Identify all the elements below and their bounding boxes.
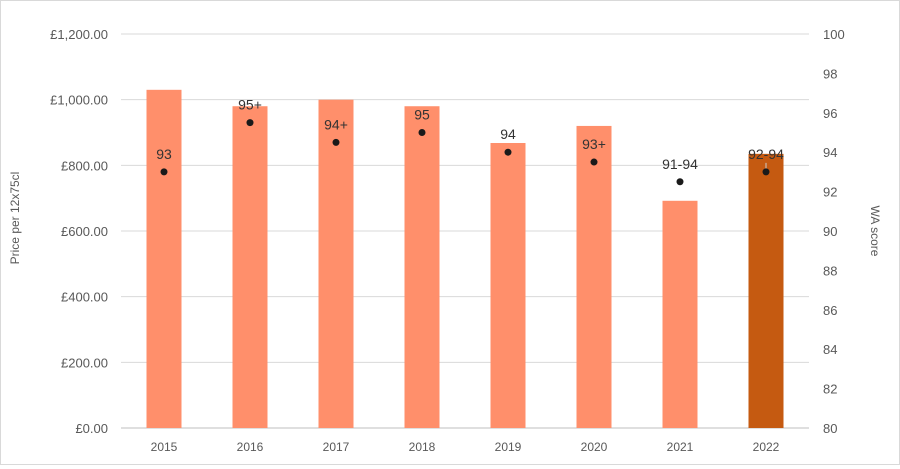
right-tick-label: 82 — [823, 382, 837, 397]
left-tick-label: £800.00 — [61, 158, 108, 173]
price-bars — [146, 89, 784, 429]
x-axis-ticks: 2015 2016 2017 2018 2019 2020 2021 2022 — [151, 440, 780, 454]
right-tick-label: 96 — [823, 106, 837, 121]
left-tick-label: £600.00 — [61, 224, 108, 239]
x-tick-label: 2016 — [237, 440, 264, 454]
left-tick-label: £200.00 — [61, 355, 108, 370]
score-point — [504, 148, 512, 156]
left-tick-label: £400.00 — [61, 290, 108, 305]
y2-axis-title: WA score — [868, 206, 882, 257]
right-tick-label: 100 — [823, 27, 845, 42]
bar-2015 — [146, 89, 182, 429]
right-tick-label: 84 — [823, 342, 837, 357]
bar-2016 — [232, 106, 268, 428]
x-tick-label: 2022 — [753, 440, 780, 454]
score-label: 94+ — [324, 116, 348, 132]
right-tick-label: 90 — [823, 224, 837, 239]
score-point — [246, 119, 254, 127]
score-point — [590, 158, 598, 166]
bar-2022 — [748, 153, 784, 428]
bar-2021 — [662, 200, 698, 428]
score-label: 95 — [414, 107, 430, 123]
score-point — [418, 129, 426, 136]
x-tick-label: 2020 — [581, 440, 608, 454]
score-point — [332, 138, 340, 146]
right-tick-label: 80 — [823, 421, 837, 436]
right-axis-ticks: 80 82 84 86 88 90 92 94 96 98 100 — [823, 27, 845, 436]
bar-2019 — [490, 143, 526, 429]
score-label: 95+ — [238, 97, 262, 113]
score-point — [160, 168, 168, 176]
bar-2020 — [576, 125, 612, 428]
score-label: 91-94 — [662, 156, 698, 172]
right-tick-label: 92 — [823, 185, 837, 200]
score-label: 94 — [500, 126, 516, 142]
gridlines — [121, 33, 809, 429]
left-tick-label: £1,200.00 — [50, 27, 108, 42]
left-tick-label: £0.00 — [75, 421, 108, 436]
x-tick-label: 2015 — [151, 440, 178, 454]
right-tick-label: 86 — [823, 303, 837, 318]
x-tick-label: 2017 — [323, 440, 350, 454]
right-tick-label: 88 — [823, 263, 837, 278]
bar-2017 — [318, 99, 354, 429]
bar-2018 — [404, 106, 440, 428]
score-point — [676, 178, 684, 186]
y-axis-title: Price per 12x75cl — [8, 172, 22, 265]
score-points: 93 95+ 94+ 95 94 93+ 91-94 92-94 — [156, 97, 784, 186]
left-axis-ticks: £0.00 £200.00 £400.00 £600.00 £800.00 £1,000.… — [50, 27, 108, 436]
left-tick-label: £1,000.00 — [50, 93, 108, 108]
score-point — [762, 168, 770, 176]
x-tick-label: 2019 — [495, 440, 522, 454]
score-label: 92-94 — [748, 146, 784, 162]
right-tick-label: 98 — [823, 66, 837, 81]
right-tick-label: 94 — [823, 145, 837, 160]
score-label: 93+ — [582, 136, 606, 152]
x-tick-label: 2021 — [667, 440, 694, 454]
score-label: 93 — [156, 146, 172, 162]
x-tick-label: 2018 — [409, 440, 436, 454]
